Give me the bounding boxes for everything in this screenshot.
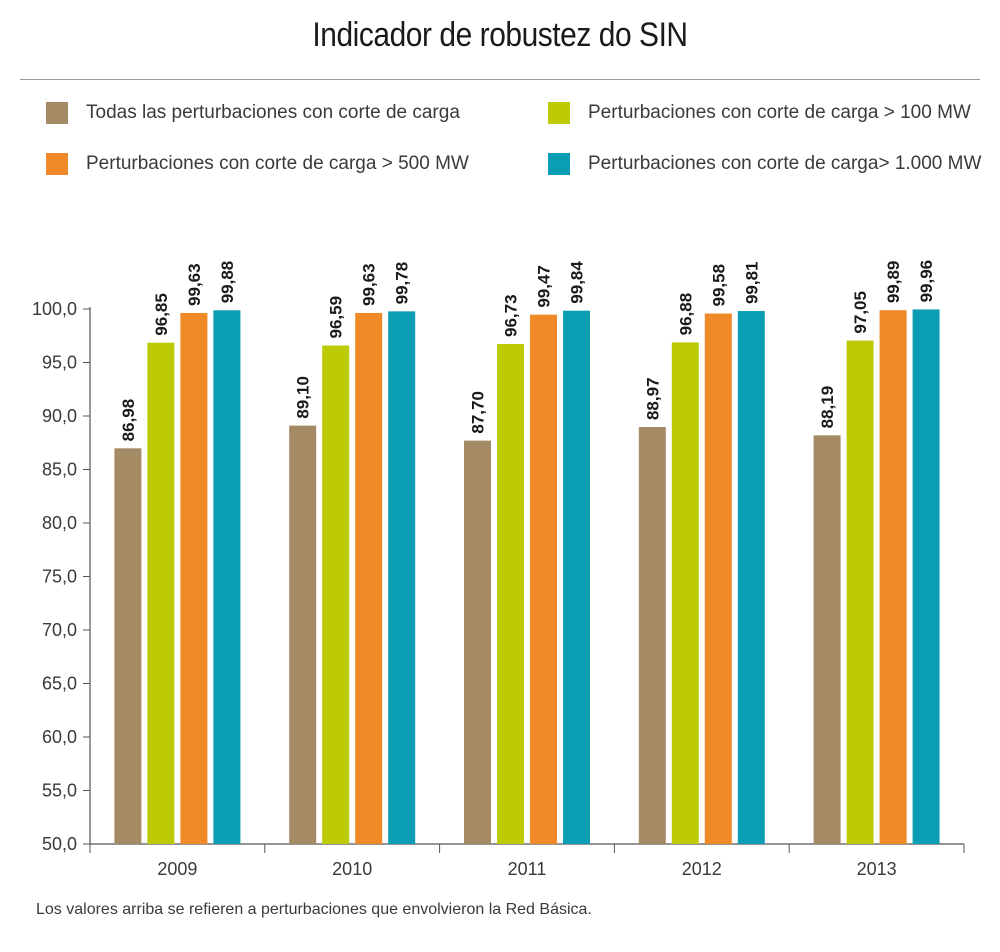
bar [912, 309, 940, 845]
bar-value-label: 87,70 [469, 391, 488, 434]
bar-value-label: 96,59 [327, 296, 346, 339]
x-tick-label: 2013 [857, 859, 897, 879]
y-tick-label: 75,0 [42, 567, 77, 587]
y-tick-label: 90,0 [42, 406, 77, 426]
bar-value-label: 99,88 [218, 261, 237, 304]
legend-swatch-gt-1000mw [548, 153, 570, 175]
bar-value-label: 99,81 [742, 261, 761, 304]
y-tick-label: 85,0 [42, 460, 77, 480]
bar [355, 312, 383, 845]
bar-value-label: 99,84 [568, 261, 587, 304]
bar-value-label: 99,47 [535, 265, 554, 308]
bar [846, 340, 874, 844]
bar-value-label: 99,78 [393, 262, 412, 305]
bar [704, 313, 732, 844]
y-tick-label: 80,0 [42, 513, 77, 533]
bar-value-label: 86,98 [119, 399, 138, 442]
y-tick-label: 95,0 [42, 353, 77, 373]
y-tick-label: 100,0 [32, 299, 77, 319]
bar [530, 314, 557, 844]
footnote: Los valores arriba se refieren a perturb… [36, 901, 592, 918]
x-tick-label: 2009 [157, 859, 197, 879]
bar-value-label: 96,73 [502, 294, 521, 337]
y-tick-label: 55,0 [42, 781, 77, 801]
x-tick-label: 2010 [332, 859, 372, 879]
legend-label-gt-500mw: Perturbaciones con corte de carga > 500 … [86, 153, 469, 174]
bar-value-label: 88,19 [818, 386, 837, 429]
legend-label-all-disturbances: Todas las perturbaciones con corte de ca… [86, 102, 460, 123]
legend-swatch-gt-100mw [548, 102, 570, 124]
bar [322, 345, 350, 844]
legend-item-gt-1000mw: Perturbaciones con corte de carga> 1.000… [548, 153, 981, 175]
legend-swatch-gt-500mw [46, 153, 68, 175]
bar [147, 342, 175, 844]
x-tick-label: 2012 [682, 859, 722, 879]
y-tick-label: 50,0 [42, 834, 77, 854]
legend-swatch-all-disturbances [46, 102, 68, 124]
bar-value-label: 97,05 [851, 291, 870, 334]
bar-value-label: 96,85 [152, 293, 171, 336]
bar [497, 343, 524, 844]
bar [671, 342, 699, 844]
legend-item-gt-100mw: Perturbaciones con corte de carga > 100 … [548, 102, 971, 124]
bar-value-label: 99,89 [884, 261, 903, 304]
bar [879, 310, 907, 844]
bar-value-label: 99,96 [917, 260, 936, 303]
legend-item-gt-500mw: Perturbaciones con corte de carga > 500 … [46, 153, 469, 175]
bar [180, 312, 208, 845]
bar-value-label: 89,10 [294, 376, 313, 419]
bar [737, 311, 765, 845]
bar [464, 440, 491, 844]
chart-title: Indicador de robustez do SIN [312, 16, 688, 54]
y-tick-label: 65,0 [42, 674, 77, 694]
bar [114, 448, 142, 844]
legend-item-all-disturbances: Todas las perturbaciones con corte de ca… [46, 102, 460, 124]
y-tick-label: 70,0 [42, 620, 77, 640]
bar [813, 435, 841, 844]
bar-value-label: 99,58 [709, 264, 728, 307]
bar [289, 425, 317, 844]
title-divider [20, 79, 980, 80]
bar [638, 427, 666, 844]
bar-value-label: 96,88 [676, 293, 695, 336]
bar [213, 310, 241, 844]
bar [563, 310, 590, 844]
bar-value-label: 88,97 [643, 377, 662, 420]
legend-label-gt-1000mw: Perturbaciones con corte de carga> 1.000… [588, 153, 982, 174]
bar [388, 311, 416, 844]
legend-label-gt-100mw: Perturbaciones con corte de carga > 100 … [588, 102, 971, 123]
bar-value-label: 99,63 [360, 263, 379, 306]
bar-value-label: 99,63 [185, 263, 204, 306]
x-tick-label: 2011 [508, 859, 547, 879]
y-tick-label: 60,0 [42, 727, 77, 747]
